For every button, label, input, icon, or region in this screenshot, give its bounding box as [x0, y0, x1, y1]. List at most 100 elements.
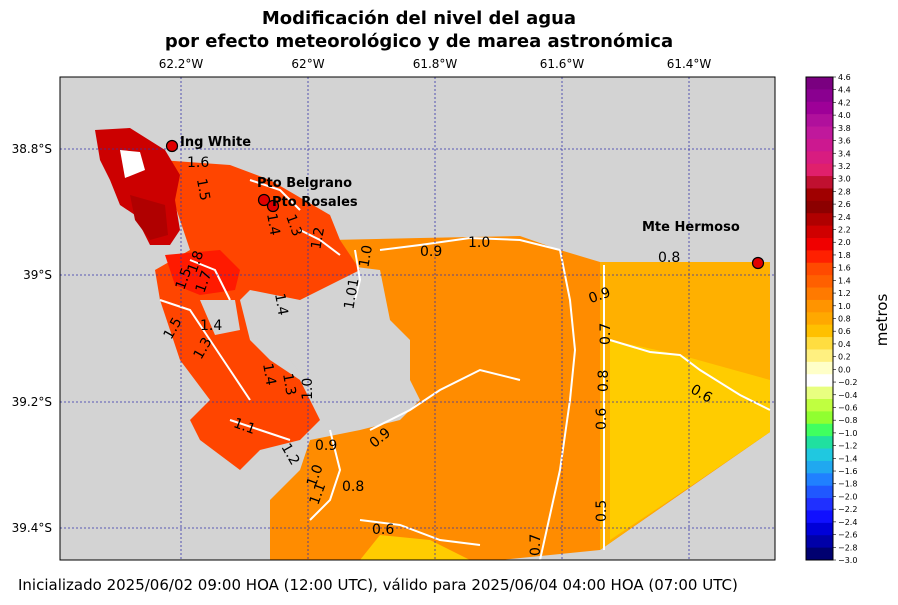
colorbar-swatch: [806, 250, 833, 264]
colorbar-swatch: [806, 423, 833, 437]
place-labels: Ing White Pto Belgrano Pto Rosales Mte H…: [180, 135, 740, 235]
contour-label: 1.5: [173, 266, 196, 292]
contour-label: 1.1: [231, 415, 257, 438]
colorbar-swatch: [806, 349, 833, 363]
colorbar-tick-label: 2.8: [838, 187, 851, 196]
colorbar-swatch: [806, 188, 833, 202]
colorbar-tick-label: −2.8: [838, 543, 857, 552]
colorbar-tick-label: −0.8: [838, 416, 857, 425]
lon-label: 61.4°W: [667, 57, 712, 71]
map-title-line1: Modificación del nivel del agua: [261, 8, 577, 29]
colorbar-tick-label: 0.6: [838, 327, 851, 336]
contour-label: 1.6: [187, 155, 209, 171]
lat-label: 39.4°S: [12, 521, 52, 535]
colorbar-swatch: [806, 287, 833, 301]
white-patch: [120, 150, 145, 178]
colorbar-swatch: [806, 547, 833, 561]
lon-label: 62.2°W: [159, 57, 204, 71]
colorbar-label: metros: [873, 294, 891, 347]
colorbar-tick-label: 0.0: [838, 365, 851, 374]
contour-label: 1.0: [356, 244, 376, 269]
contour-label: 0.9: [420, 244, 442, 260]
contour-label: 1.5: [193, 177, 213, 202]
contour-label: 1.4: [200, 318, 222, 334]
colorbar-tick-label: 3.4: [838, 149, 851, 158]
lon-label: 61.8°W: [413, 57, 458, 71]
colorbar-swatch: [806, 473, 833, 487]
colorbar-swatch: [806, 176, 833, 189]
map-title-line2: por efecto meteorológico y de marea astr…: [164, 31, 674, 52]
lon-label: 62°W: [291, 57, 324, 71]
colorbar-tick-label: 1.4: [838, 276, 851, 285]
colorbar-tick-label: −0.6: [838, 403, 857, 412]
colorbar-swatch: [806, 163, 833, 177]
marker-pto-rosales[interactable]: [266, 199, 280, 213]
colorbar-swatch: [806, 89, 833, 103]
colorbar-tick-label: 3.2: [838, 162, 851, 171]
colorbar-swatch: [806, 522, 833, 536]
colorbar-swatch: [806, 386, 833, 400]
colorbar-swatch: [806, 225, 833, 239]
island-2: [200, 300, 240, 335]
colorbar-swatch: [806, 361, 833, 375]
water-level-field: [95, 128, 771, 560]
colorbar-tick-label: 2.6: [838, 200, 851, 209]
colorbar-swatch: [806, 126, 833, 140]
contour-label: 1.8: [185, 249, 208, 275]
contour-label: 1.4: [263, 212, 283, 237]
colorbar-tick-label: 2.4: [838, 213, 851, 222]
colorbar-tick-label: 2.2: [838, 226, 851, 235]
contour-label: 0.5: [594, 500, 610, 522]
colorbar-tick-label: −2.2: [838, 505, 857, 514]
colorbar-tick-label: −1.2: [838, 442, 857, 451]
contour-labels: 1.6 1.5 1.4 1.3 1.2 1.0 0.9 1.0 0.8 1.8 …: [161, 155, 715, 556]
colorbar-swatch: [806, 374, 833, 388]
map-frame: [59, 76, 776, 561]
colorbar-swatch: [806, 299, 833, 313]
colorbar-swatch: [806, 275, 833, 289]
lon-label: 61.6°W: [540, 57, 585, 71]
colorbar-tick-label: −1.0: [838, 429, 857, 438]
colorbar-tick-label: 0.4: [838, 340, 851, 349]
lon-labels: 62.2°W 62°W 61.8°W 61.6°W 61.4°W: [159, 57, 712, 71]
colorbar-swatch: [806, 262, 833, 276]
contour-label: 0.8: [658, 250, 680, 266]
colorbar-tick-label: 0.2: [838, 353, 851, 362]
colorbar-swatch: [806, 485, 833, 499]
island-3: [355, 345, 385, 372]
zone-min-south: [360, 535, 470, 560]
lat-labels: 38.8°S 39°S 39.2°S 39.4°S: [12, 142, 52, 535]
colorbar-tick-label: 4.0: [838, 111, 851, 120]
contour-label: 0.7: [598, 323, 614, 345]
marker-pto-belgrano[interactable]: [257, 193, 271, 207]
place-label: Ing White: [180, 135, 251, 150]
colorbar-swatch: [806, 324, 833, 338]
colorbar-tick-label: 1.2: [838, 289, 851, 298]
place-label: Pto Rosales: [272, 195, 358, 210]
place-label: Pto Belgrano: [257, 176, 352, 191]
contour-label: 0.6: [594, 408, 610, 430]
colorbar-tick-label: −2.4: [838, 518, 857, 527]
zone-min: [610, 340, 770, 540]
colorbar-tick-label: 3.6: [838, 137, 851, 146]
place-label: Mte Hermoso: [642, 220, 740, 235]
colorbar-swatch: [806, 399, 833, 412]
colorbar-swatch: [806, 151, 833, 165]
colorbar-tick-label: 1.0: [838, 302, 851, 311]
colorbar: [806, 77, 833, 561]
contour-label: 1.3: [279, 372, 299, 397]
colorbar-tick-label: 4.6: [838, 73, 851, 82]
colorbar-tick-label: 1.8: [838, 251, 851, 260]
colorbar-swatch: [806, 436, 833, 450]
contour-label: 1.3: [282, 212, 305, 238]
contour-label: 0.8: [342, 479, 364, 495]
colorbar-tick-label: 4.4: [838, 86, 851, 95]
colorbar-tick-label: −0.2: [838, 378, 857, 387]
colorbar-swatch: [806, 138, 833, 152]
colorbar-swatch: [806, 114, 833, 128]
marker-mte-hermoso[interactable]: [751, 256, 765, 270]
place-markers: [165, 139, 765, 270]
colorbar-tick-label: 3.0: [838, 175, 851, 184]
marker-ing-white[interactable]: [165, 139, 179, 153]
